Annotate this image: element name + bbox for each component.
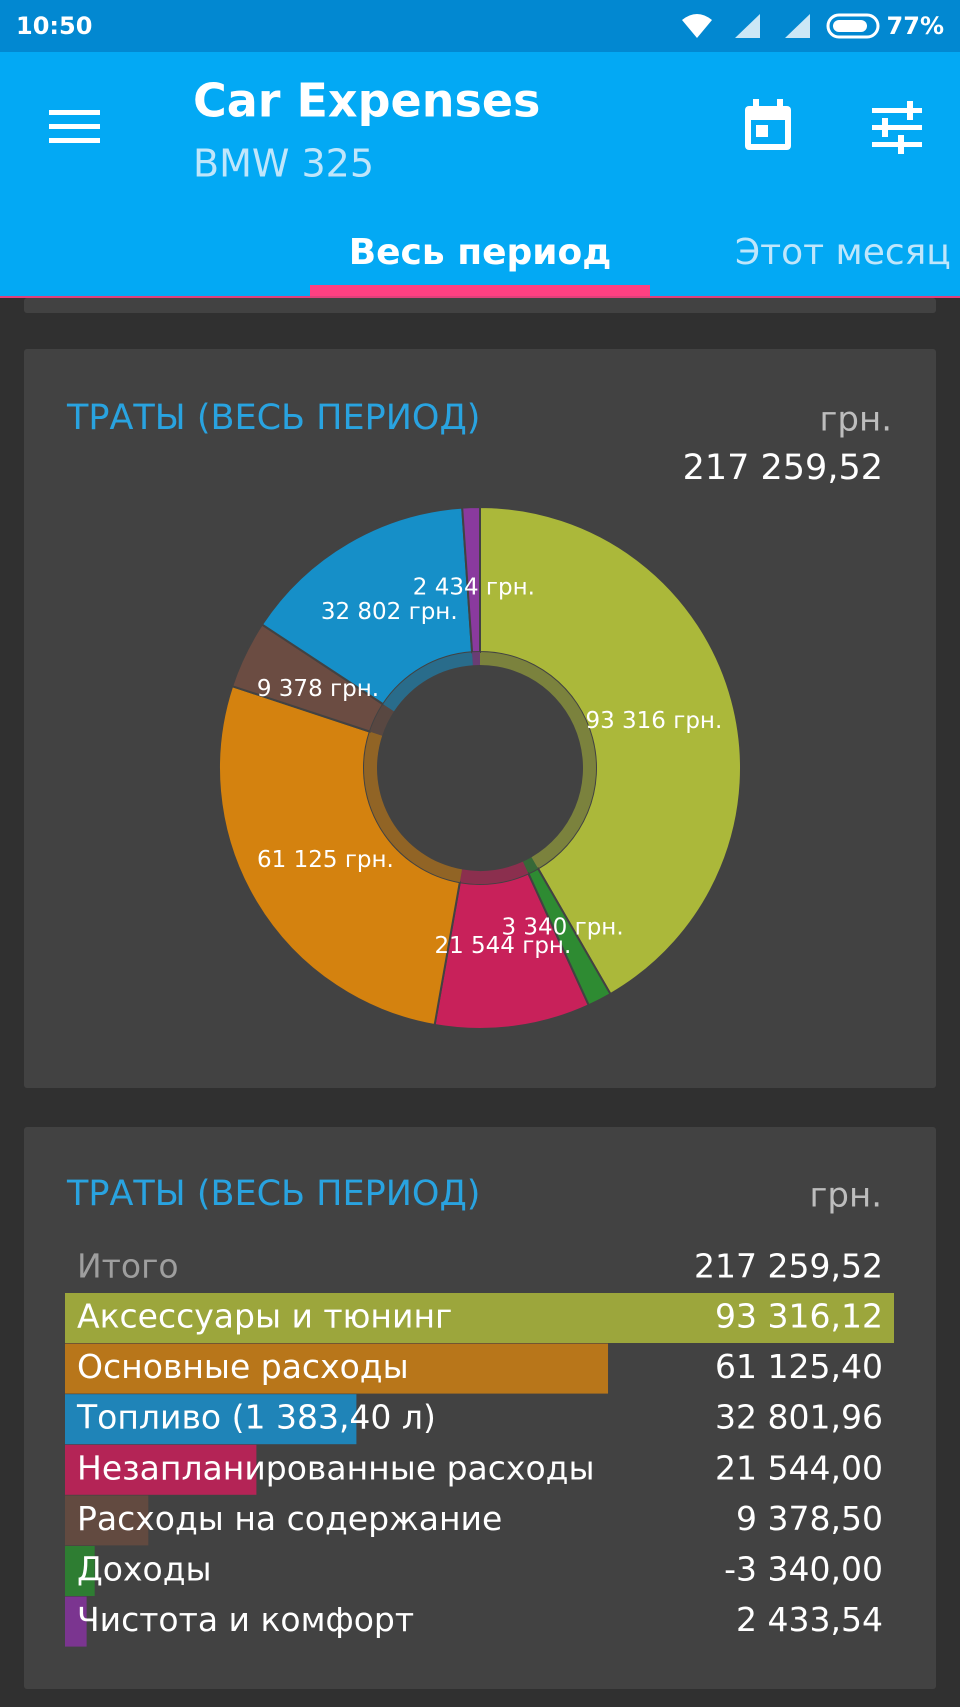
donut-inner-ring [522, 857, 538, 874]
row-bar [65, 1444, 257, 1495]
donut-inner-ring [459, 861, 529, 884]
chart-unit: грн. [820, 400, 892, 440]
chart-title: ТРАТЫ (ВЕСЬ ПЕРИОД) [66, 398, 480, 438]
wifi-icon [682, 14, 712, 38]
total-name: Итого [77, 1247, 179, 1286]
app-subtitle: BMW 325 [193, 142, 374, 186]
row-value: 21 544,00 [715, 1448, 883, 1487]
chart-total: 217 259,52 [683, 448, 883, 488]
row-name: Незапланированные расходы [77, 1448, 595, 1487]
row-name: Доходы [77, 1550, 212, 1589]
chart-card [24, 349, 936, 1088]
slice-label: 93 316 грн. [585, 708, 722, 734]
table-rows: Аксессуары и тюнинг 93 316,12 Основные рас… [65, 1293, 894, 1647]
row-name: Топливо (1 383,40 л) [76, 1398, 436, 1437]
battery-icon [826, 13, 880, 39]
row-bar [65, 1495, 149, 1546]
slice-label: 2 434 грн. [413, 575, 535, 601]
row-value: -3 340,00 [724, 1550, 883, 1589]
calendar-button[interactable] [745, 99, 791, 150]
table-title: ТРАТЫ (ВЕСЬ ПЕРИОД) [66, 1174, 480, 1214]
app-bar-edge [0, 296, 960, 298]
row-name: Чистота и комфорт [77, 1600, 414, 1639]
signal-icons [735, 14, 810, 38]
row-value: 93 316,12 [715, 1297, 883, 1336]
menu-button[interactable] [49, 110, 100, 143]
donut-chart: 93 316 грн. 3 340 грн.21 544 грн. 61 125 г… [218, 505, 742, 1030]
row-bar [65, 1596, 87, 1647]
tab-indicator [310, 285, 650, 296]
status-time: 10:50 [16, 12, 92, 40]
app-title: Car Expenses [193, 74, 540, 128]
previous-card [24, 298, 936, 313]
battery-level [833, 20, 867, 32]
row-name: Основные расходы [77, 1347, 409, 1386]
slice-label: 21 544 грн. [434, 933, 571, 959]
total-value: 217 259,52 [694, 1247, 883, 1286]
slice-label: 9 378 грн. [257, 676, 379, 702]
row-value: 9 378,50 [736, 1499, 883, 1538]
row-bar [65, 1293, 894, 1343]
table-unit: грн. [810, 1176, 882, 1216]
donut-inner-ring [369, 704, 394, 736]
status-bar [0, 0, 960, 52]
donut-inner-ring [472, 652, 480, 666]
row-name: Расходы на содержание [77, 1499, 502, 1538]
status-battery: 77% [887, 12, 944, 40]
donut-inner-ring [480, 652, 596, 869]
row-value: 32 801,96 [715, 1398, 883, 1437]
donut-inner-ring [364, 731, 463, 883]
row-value: 2 433,54 [736, 1600, 883, 1639]
slice-label: 61 125 грн. [257, 847, 394, 873]
donut-inner-ring [383, 652, 473, 712]
table-card [24, 1127, 936, 1689]
filter-button[interactable] [872, 101, 922, 154]
row-name: Аксессуары и тюнинг [77, 1297, 452, 1336]
app-bar [0, 52, 960, 296]
tab-active[interactable]: Весь период [349, 232, 612, 273]
slice-label: 3 340 грн. [501, 914, 623, 940]
slice-label: 32 802 грн. [321, 599, 458, 625]
row-value: 61 125,40 [715, 1347, 883, 1386]
row-bar [65, 1343, 609, 1394]
row-bar [65, 1546, 95, 1596]
tab[interactable]: Этот месяц [735, 232, 951, 273]
row-bar [65, 1394, 357, 1445]
